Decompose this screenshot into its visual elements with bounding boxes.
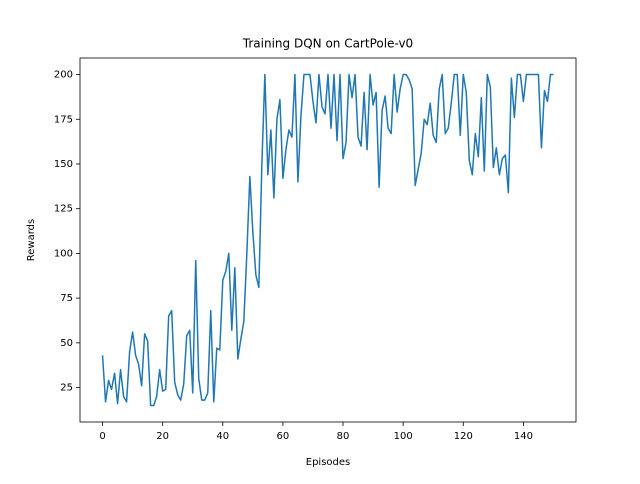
x-axis-label: Episodes — [306, 457, 350, 468]
x-tick-label: 60 — [277, 431, 290, 442]
x-tick-label: 140 — [514, 431, 533, 442]
x-tick-label: 80 — [337, 431, 350, 442]
y-tick-label: 100 — [54, 248, 73, 259]
y-tick-label: 25 — [60, 383, 73, 394]
x-tick-label: 40 — [216, 431, 229, 442]
y-tick-label: 175 — [54, 114, 73, 125]
x-tick-label: 100 — [394, 431, 413, 442]
y-tick-label: 200 — [54, 70, 73, 81]
x-tick-label: 0 — [99, 431, 105, 442]
chart-title: Training DQN on CartPole-v0 — [242, 37, 413, 51]
y-tick-label: 75 — [60, 293, 73, 304]
y-tick-label: 50 — [60, 338, 73, 349]
x-tick-label: 20 — [156, 431, 169, 442]
y-tick-label: 150 — [54, 159, 73, 170]
y-tick-label: 125 — [54, 204, 73, 215]
data-line — [101, 73, 554, 407]
plot-frame — [79, 57, 577, 423]
y-axis-label: Rewards — [26, 219, 37, 261]
x-tick-label: 120 — [454, 431, 473, 442]
